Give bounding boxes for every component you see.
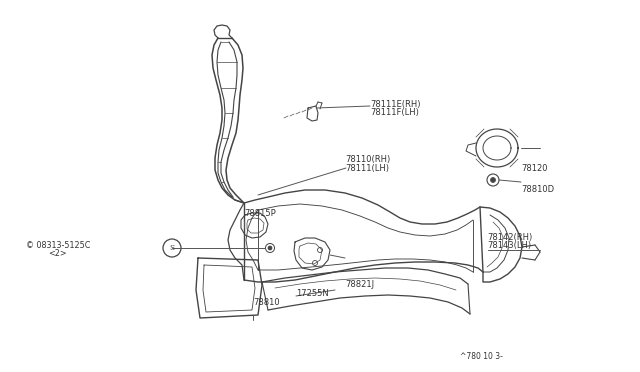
Text: 78821J: 78821J <box>346 280 375 289</box>
Text: 78111F(LH): 78111F(LH) <box>370 108 419 117</box>
Text: 78143(LH): 78143(LH) <box>488 241 532 250</box>
Text: ^780 10 3-: ^780 10 3- <box>460 352 502 361</box>
Text: S: S <box>170 244 175 252</box>
Text: 78815P: 78815P <box>244 209 276 218</box>
Text: 17255N: 17255N <box>296 289 328 298</box>
Text: 78111E(RH): 78111E(RH) <box>370 100 420 109</box>
Text: 78111(LH): 78111(LH) <box>346 164 390 173</box>
Text: 78110(RH): 78110(RH) <box>346 155 391 164</box>
Text: 78120: 78120 <box>522 164 548 173</box>
Text: 78142(RH): 78142(RH) <box>488 233 533 242</box>
Text: 78810: 78810 <box>253 298 280 307</box>
Text: 78810D: 78810D <box>522 185 555 194</box>
Text: © 08313-5125C: © 08313-5125C <box>26 241 90 250</box>
Circle shape <box>490 177 495 183</box>
Text: <2>: <2> <box>48 249 67 258</box>
Circle shape <box>268 246 272 250</box>
